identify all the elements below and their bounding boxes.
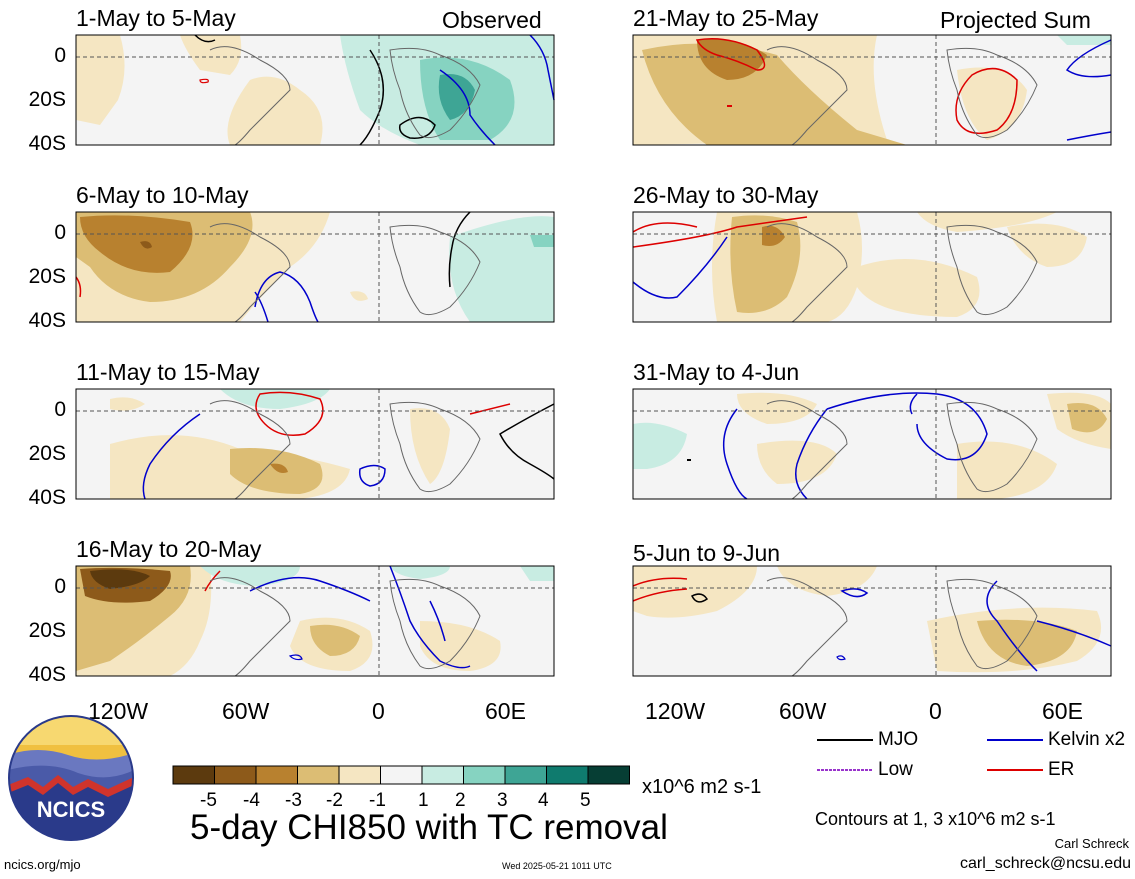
colorbar-swatch: [421, 765, 464, 785]
colorbar-label: -3: [285, 790, 302, 811]
colorbar-swatch: [504, 765, 547, 785]
lon-label: 60E: [1042, 698, 1083, 724]
panel-title: 5-Jun to 9-Jun: [633, 540, 781, 566]
lat-label: 20S: [28, 442, 66, 465]
colorbar-swatch: [214, 765, 257, 785]
colorbar-label: -1: [369, 790, 386, 811]
panel-title: 16-May to 20-May: [76, 536, 262, 562]
lat-label: 20S: [28, 88, 66, 111]
lon-label: 60W: [222, 698, 270, 724]
lat-label: 40S: [28, 486, 66, 509]
lat-label: 0: [54, 398, 66, 421]
panel-title: 6-May to 10-May: [76, 182, 249, 208]
colorbar-swatch: [380, 765, 423, 785]
legend: [817, 739, 1043, 771]
lon-label: 60E: [485, 698, 526, 724]
main-title: 5-day CHI850 with TC removal: [190, 808, 668, 847]
lon-label: 60W: [779, 698, 827, 724]
colorbar-units: x10^6 m2 s-1: [642, 776, 762, 798]
colorbar-label: 4: [538, 790, 549, 811]
map-panel: [632, 565, 1112, 677]
author: Carl Schreck: [1054, 836, 1129, 851]
observed-label: Observed: [442, 7, 542, 33]
panel-title: 26-May to 30-May: [633, 182, 819, 208]
legend-mjo-label: MJO: [878, 729, 919, 750]
colorbar-label: 5: [580, 790, 591, 811]
legend-er-label: ER: [1048, 759, 1075, 780]
map-panel: [632, 211, 1112, 323]
lon-label: 120W: [645, 698, 706, 724]
map-panel: [75, 388, 555, 500]
lat-label: 0: [54, 575, 66, 598]
lon-label: 0: [372, 698, 385, 724]
map-panel: [75, 211, 555, 323]
colorbar-swatch: [255, 765, 298, 785]
lat-label: 40S: [28, 663, 66, 686]
panel-title: 11-May to 15-May: [76, 359, 260, 385]
colorbar-swatch: [297, 765, 340, 785]
colorbar-label: 3: [497, 790, 508, 811]
map-panel: [75, 34, 555, 146]
map-panel: [632, 388, 1112, 500]
timestamp: Wed 2025-05-21 1011 UTC: [502, 861, 612, 871]
lat-label: 0: [54, 221, 66, 244]
colorbar-swatch: [172, 765, 215, 785]
panel-title: 31-May to 4-Jun: [633, 359, 800, 385]
lat-label: 40S: [28, 309, 66, 332]
site-link[interactable]: ncics.org/mjo: [4, 857, 81, 872]
lat-label: 20S: [28, 265, 66, 288]
ncics-logo: NCICS: [8, 715, 134, 841]
colorbar-label: -5: [200, 790, 217, 811]
author-email[interactable]: carl_schreck@ncsu.edu: [960, 855, 1131, 872]
projected-label: Projected Sum: [940, 7, 1091, 33]
panel-title: 21-May to 25-May: [633, 5, 819, 31]
colorbar-swatch: [338, 765, 381, 785]
contours-note: Contours at 1, 3 x10^6 m2 s-1: [815, 809, 1056, 829]
colorbar-label: 2: [455, 790, 466, 811]
logo-text: NCICS: [37, 797, 105, 822]
colorbar-label: 1: [418, 790, 429, 811]
legend-kelvin-label: Kelvin x2: [1048, 729, 1126, 750]
map-panel: [75, 565, 555, 677]
lon-label: 0: [929, 698, 942, 724]
colorbar-swatch: [546, 765, 589, 785]
map-panel: [632, 34, 1112, 146]
lat-label: 20S: [28, 619, 66, 642]
colorbar-label: -4: [243, 790, 260, 811]
lat-label: 0: [54, 44, 66, 67]
colorbar-swatch: [587, 765, 630, 785]
colorbar-label: -2: [326, 790, 343, 811]
panel-title: 1-May to 5-May: [76, 5, 236, 31]
legend-low-label: Low: [878, 759, 913, 780]
colorbar: [172, 765, 630, 785]
lon-label: 120W: [88, 698, 149, 724]
colorbar-swatch: [463, 765, 506, 785]
lat-label: 40S: [28, 132, 66, 155]
